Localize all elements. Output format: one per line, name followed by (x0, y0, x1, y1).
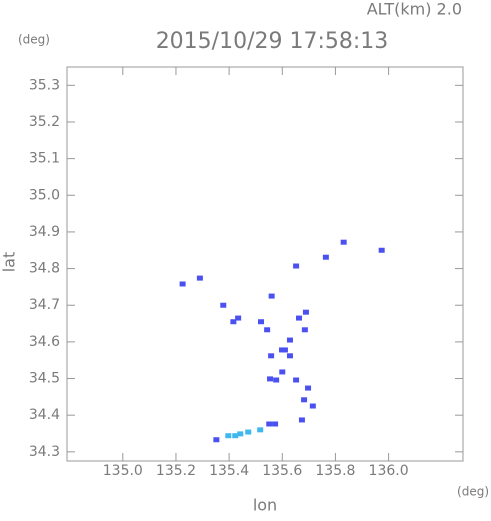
echo-cell (301, 397, 308, 403)
echo-cell (340, 239, 347, 245)
echo-cell (305, 385, 312, 391)
echo-cell (293, 263, 300, 269)
y-tick-label: 34.8 (29, 261, 60, 277)
echo-cell (268, 353, 275, 359)
echo-cell (322, 254, 329, 260)
echo-cell (293, 377, 300, 383)
y-tick-label: 34.3 (29, 444, 60, 460)
x-tick-label: 136.0 (369, 463, 409, 479)
y-tick-label: 35.1 (29, 151, 60, 167)
altitude-label: ALT(km) 2.0 (367, 0, 462, 19)
x-unit: (deg) (457, 485, 489, 499)
echo-cell (286, 353, 293, 359)
plot-frame (66, 66, 464, 462)
x-tick-label: 135.0 (103, 463, 143, 479)
y-tick-label: 35.2 (29, 114, 60, 130)
x-axis-label: lon (253, 496, 277, 515)
x-tick-label: 135.8 (315, 463, 355, 479)
echo-cell (196, 275, 203, 281)
chart-title: 2015/10/29 17:58:13 (156, 29, 389, 54)
echo-cell (258, 319, 265, 325)
echo-cell (245, 429, 252, 435)
echo-cell (267, 376, 274, 382)
echo-cell (235, 315, 242, 321)
y-tick-label: 34.9 (29, 224, 60, 240)
y-tick-label: 34.5 (29, 371, 60, 387)
echo-cell (232, 433, 239, 439)
echo-cell (179, 281, 186, 287)
echo-cell (286, 337, 293, 343)
echo-cell (309, 403, 316, 409)
echo-cell (298, 417, 305, 423)
echo-cell (296, 315, 303, 321)
y-tick-label: 35.0 (29, 187, 60, 203)
echo-cell (213, 437, 220, 443)
echo-cell (272, 421, 279, 427)
y-tick-label: 34.4 (29, 407, 60, 423)
echo-cell (279, 347, 286, 353)
y-tick-label: 35.3 (29, 77, 60, 93)
echo-cell (264, 327, 271, 333)
echo-cell (279, 369, 286, 375)
echo-cell (378, 247, 385, 253)
echo-cell (302, 309, 309, 315)
echo-cell (266, 421, 273, 427)
echo-cell (273, 377, 280, 383)
x-tick-label: 135.6 (262, 463, 302, 479)
echo-cell (225, 433, 232, 439)
y-unit: (deg) (18, 33, 50, 47)
y-axis-label: lat (0, 252, 19, 273)
echo-cell (237, 431, 244, 437)
x-tick-label: 135.2 (156, 463, 196, 479)
echo-cell (268, 293, 275, 299)
echo-cell (257, 427, 264, 433)
y-tick-label: 34.6 (29, 334, 60, 350)
echo-cell (301, 327, 308, 333)
echo-cell (230, 319, 237, 325)
echo-cell (220, 302, 227, 308)
x-tick-label: 135.4 (209, 463, 249, 479)
y-tick-label: 34.7 (29, 297, 60, 313)
